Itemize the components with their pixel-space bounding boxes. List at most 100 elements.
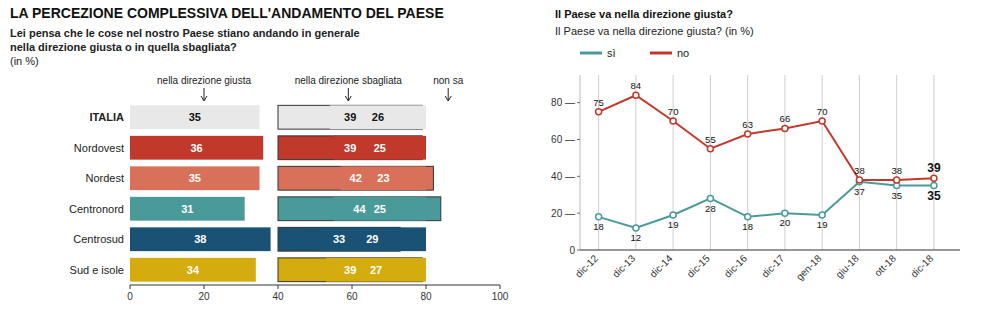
data-label: 63: [742, 119, 753, 130]
annotation: (in %): [10, 55, 39, 67]
bar: [334, 197, 427, 221]
x-tick-label: dic-18: [908, 252, 935, 279]
data-label: 39: [344, 111, 356, 123]
data-label: 25: [374, 142, 386, 154]
marker: [931, 175, 937, 181]
bar: [334, 136, 427, 160]
data-label: 66: [780, 113, 791, 124]
legend-label: no: [677, 47, 689, 59]
x-tick: [352, 285, 353, 289]
category-label: Centrosud: [73, 233, 124, 245]
line: [599, 95, 934, 180]
data-label: 38: [194, 233, 206, 245]
y-tick: [577, 176, 580, 177]
bar: [130, 105, 260, 129]
data-label: 27: [370, 264, 382, 276]
grid-line: [896, 75, 897, 250]
x-tick-label: 40: [272, 291, 284, 302]
grid-line: [635, 75, 636, 250]
header-arrow: [348, 88, 349, 100]
data-label: 29: [366, 233, 378, 245]
data-label: 37: [854, 186, 865, 197]
x-tick-label: 0: [127, 291, 133, 302]
x-tick-label: 20: [198, 291, 210, 302]
data-label: 12: [631, 232, 642, 243]
data-label: 70: [817, 106, 828, 117]
subtitle-line: nella direzione giusta o in quella sbagl…: [10, 41, 237, 53]
header-arrow-head: [201, 96, 207, 101]
data-label: 33: [333, 233, 345, 245]
x-tick-label: 60: [346, 291, 358, 302]
y-tick: [577, 250, 580, 251]
bar: [130, 166, 260, 190]
bar: [326, 258, 426, 282]
data-label: 44: [353, 203, 366, 215]
data-label: 28: [705, 203, 716, 214]
data-label: 25: [374, 203, 386, 215]
data-label: 18: [593, 221, 604, 232]
marker: [596, 214, 602, 220]
header-arrow: [204, 88, 205, 100]
category-label: Sud e isole: [70, 264, 124, 276]
data-label: 36: [190, 142, 202, 154]
x-tick-label: gen-18: [794, 252, 824, 282]
x-tick-label: ott-18: [872, 252, 898, 278]
x-tick-label: dic-12: [573, 252, 600, 279]
x-tick: [500, 285, 501, 289]
x-tick-label: dic-17: [759, 252, 786, 279]
subtitle-line: Lei pensa che le cose nel nostro Paese s…: [10, 27, 360, 39]
x-tick-label: dic-13: [610, 252, 637, 279]
marker: [633, 225, 639, 231]
column-header: nella direzione giusta: [157, 75, 251, 86]
y-tick: [577, 139, 580, 140]
marker: [782, 210, 788, 216]
data-label: 35: [189, 111, 201, 123]
category-label: Nordest: [85, 172, 124, 184]
bars: [130, 105, 441, 281]
title: LA PERCEZIONE COMPLESSIVA DELL'ANDAMENTO…: [10, 5, 444, 21]
data-label: 35: [189, 172, 201, 184]
bar: [130, 197, 245, 221]
line-labels: 1812192818201937353575847055636670383839: [593, 80, 941, 243]
legend-swatch: [580, 52, 602, 55]
data-label: 35: [891, 190, 902, 201]
data-label: 42: [350, 172, 362, 184]
marker: [782, 125, 788, 131]
bar: [130, 258, 256, 282]
data-label: 23: [377, 172, 389, 184]
marker: [633, 92, 639, 98]
data-label: 38: [854, 165, 865, 176]
data-label: 19: [817, 219, 828, 230]
y-tick-label: 60 —: [551, 134, 575, 145]
marker: [670, 212, 676, 218]
x-tick-label: 80: [420, 291, 432, 302]
marker: [894, 177, 900, 183]
bar: [278, 166, 433, 190]
data-label: 75: [593, 97, 604, 108]
legend-swatch: [650, 52, 672, 55]
data-label: 31: [181, 203, 193, 215]
y-tick-label: 40 —: [551, 171, 575, 182]
grid-line: [859, 75, 860, 250]
marker: [707, 146, 713, 152]
y-axis: [580, 75, 581, 250]
bar: [341, 166, 426, 190]
legend: sìno: [580, 47, 689, 59]
x-axis: [130, 285, 500, 286]
data-label: 26: [372, 111, 384, 123]
column-header: nella direzione sbagliata: [295, 75, 403, 86]
data-label: 34: [187, 264, 200, 276]
data-label: 55: [705, 134, 716, 145]
data-label: 84: [631, 80, 642, 91]
data-label: 38: [891, 165, 902, 176]
data-label: 39: [344, 264, 356, 276]
marker: [745, 214, 751, 220]
data-label: 18: [742, 221, 753, 232]
subtitle: Il Paese va nella direzione giusta? (in …: [555, 25, 754, 37]
marker: [670, 118, 676, 124]
x-tick-label: giu-18: [833, 252, 861, 280]
category-label: Centronord: [69, 203, 124, 215]
line: [599, 182, 934, 228]
x-tick-label: dic-14: [648, 252, 675, 279]
bar: [278, 197, 441, 221]
